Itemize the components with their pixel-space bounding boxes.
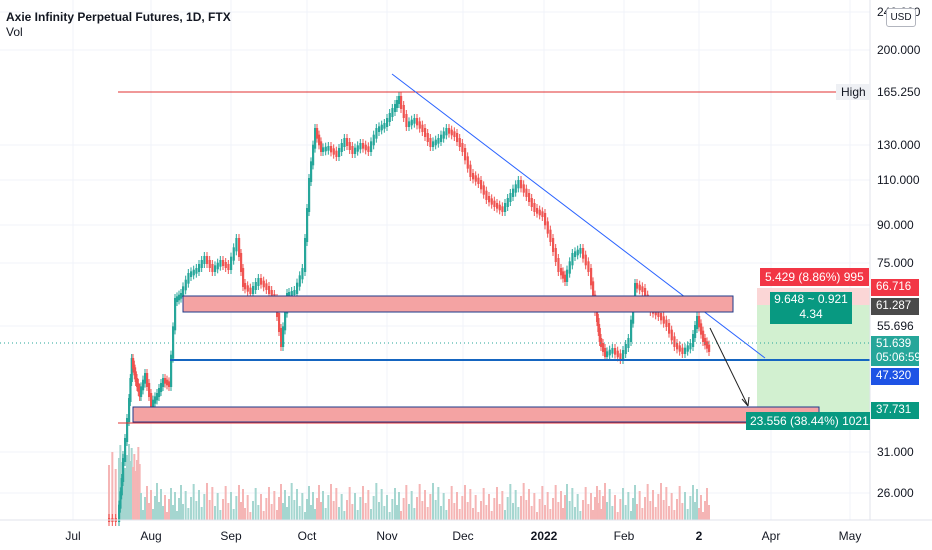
lower-demand-zone[interactable] — [132, 406, 820, 423]
time-axis-tick: Dec — [452, 529, 473, 543]
price-axis-tick: 90.000 — [877, 218, 914, 232]
time-axis-tick: 2 — [696, 529, 703, 543]
stop-price-tag: 37.731 — [871, 402, 919, 419]
price-axis-tick: 200.000 — [877, 43, 921, 57]
descending-trend-line[interactable] — [391, 73, 766, 359]
time-axis-tick: Oct — [298, 529, 317, 543]
time-axis-tick: Sep — [220, 529, 242, 543]
ratio-value: 4.34 — [799, 307, 823, 321]
price-axis-tick: 110.000 — [877, 173, 920, 187]
time-axis-labels[interactable]: Jul Aug Sep Oct Nov Dec 2022 Feb 2 Apr May — [65, 529, 861, 543]
current-price-value: 51.639 — [876, 338, 912, 350]
time-axis-tick: May — [839, 529, 862, 543]
time-axis-tick: Jul — [65, 529, 80, 543]
time-axis-tick: Apr — [762, 529, 781, 543]
currency-button[interactable]: USD — [886, 8, 916, 27]
time-axis-tick: Aug — [140, 529, 161, 543]
resistance-zone[interactable] — [182, 295, 734, 313]
projection-arrow-head — [741, 396, 750, 407]
price-axis-tick: 75.000 — [877, 256, 914, 270]
price-axis-tick: 26.000 — [877, 486, 914, 500]
price-axis-tick: 31.000 — [877, 445, 914, 459]
chart-grid — [0, 0, 870, 520]
support-price-tag: 47.320 — [871, 368, 919, 385]
risk-label: 5.429 (8.86%) 995 — [760, 268, 869, 286]
bar-countdown: 05:06:59 — [876, 352, 921, 364]
price-axis-labels[interactable]: 240.000200.000130.000110.00090.00075.000… — [877, 5, 921, 500]
high-label: High — [841, 85, 866, 99]
time-axis-tick: 2022 — [531, 529, 558, 543]
target-price-tag: 66.716 — [871, 279, 919, 296]
time-axis-tick: Feb — [614, 529, 635, 543]
reward-label: 23.556 (38.44%) 1021.69 — [746, 412, 870, 430]
price-axis-tick: 130.000 — [877, 138, 921, 152]
chart-legend: Axie Infinity Perpetual Futures, 1D, FTX… — [6, 10, 231, 40]
volume-indicator-label[interactable]: Vol — [6, 25, 23, 39]
projection-arrow[interactable] — [709, 327, 749, 407]
high-label-box — [836, 84, 870, 100]
price-axis-tick: 55.696 — [877, 319, 914, 333]
ratio-label: 9.648 ~ 0.921 — [774, 292, 848, 306]
time-axis-tick: Nov — [376, 529, 397, 543]
ratio-box: 9.648 ~ 0.921 4.34 — [770, 292, 852, 324]
current-price-tag: 51.639 05:06:59 — [871, 336, 921, 366]
entry-price-tag: 61.287 — [871, 298, 919, 315]
volume-bars — [108, 444, 710, 520]
high-value: 165.250 — [877, 85, 921, 99]
symbol-title[interactable]: Axie Infinity Perpetual Futures, 1D, FTX — [6, 10, 231, 24]
position-profit-zone[interactable] — [757, 305, 870, 421]
candlestick-series — [108, 92, 711, 526]
